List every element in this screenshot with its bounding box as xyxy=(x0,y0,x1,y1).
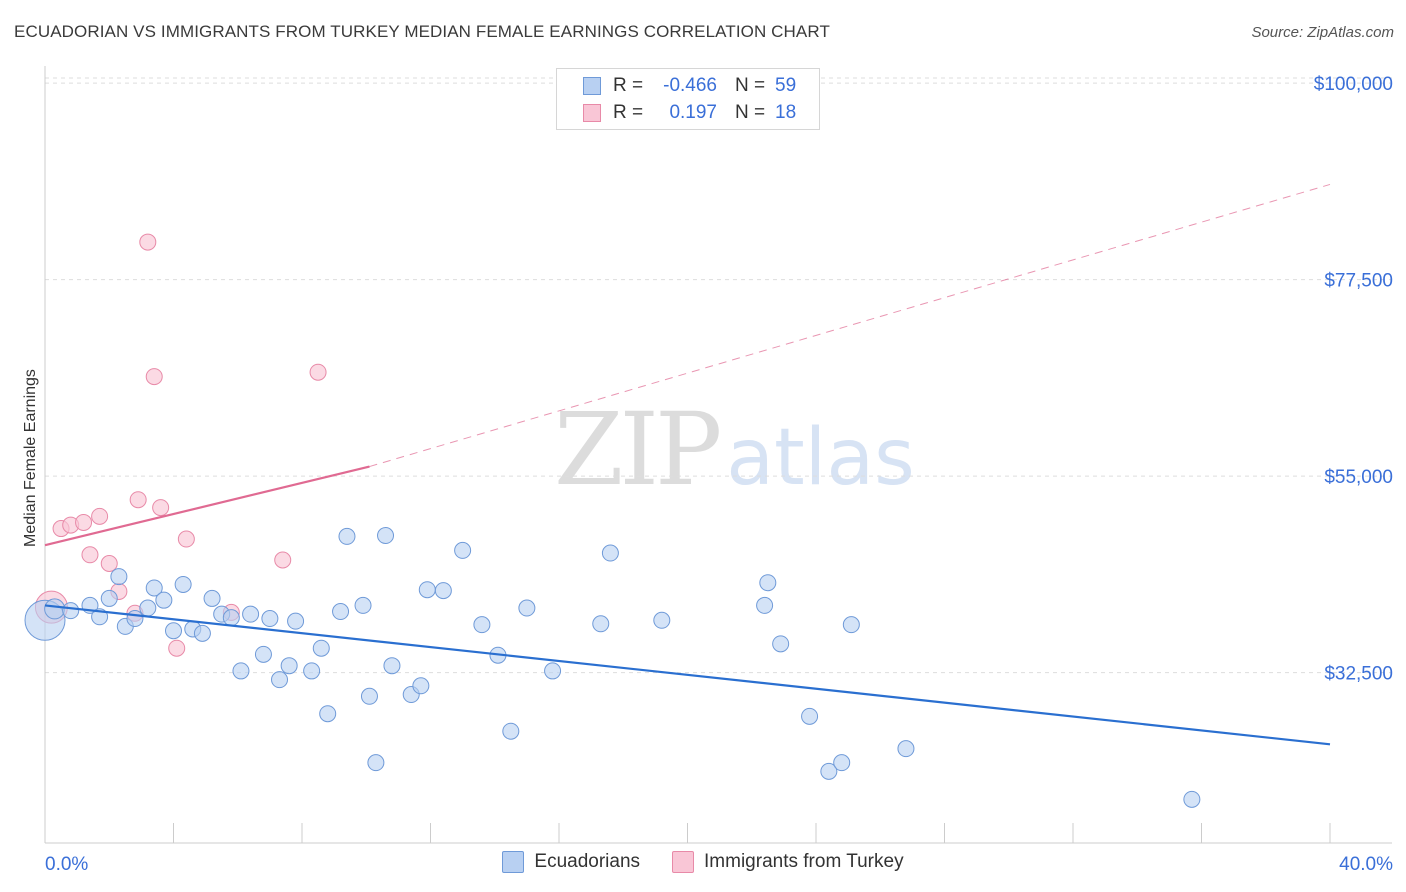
data-point-ecuadorian xyxy=(897,740,915,758)
data-point-ecuadorian xyxy=(592,615,610,633)
data-point-ecuadorian xyxy=(126,610,144,628)
legend-swatch-pink xyxy=(672,851,695,873)
x-tick-label-min: 0.0% xyxy=(45,854,88,875)
data-point-ecuadorian xyxy=(338,527,356,545)
y-tick-label: $77,500 xyxy=(1324,271,1393,292)
data-point-ecuadorian xyxy=(820,762,838,780)
legend-swatch-blue xyxy=(502,851,525,873)
legend-r-label: R = xyxy=(613,75,644,96)
data-point-ecuadorian xyxy=(44,598,66,620)
data-point-ecuadorian xyxy=(454,541,472,559)
data-point-ecuadorian xyxy=(222,609,240,627)
data-point-turkey xyxy=(129,491,147,509)
legend-r-label: R = xyxy=(613,102,644,123)
data-point-ecuadorian xyxy=(254,645,272,663)
data-point-ecuadorian xyxy=(833,754,851,772)
trendline-turkey xyxy=(44,465,370,547)
data-point-ecuadorian xyxy=(653,611,671,629)
legend-item-turkey: Immigrants from Turkey xyxy=(672,851,904,873)
data-point-ecuadorian xyxy=(367,754,385,772)
legend-row-turkey: R = 0.197 N = 18 xyxy=(583,100,796,126)
data-point-ecuadorian xyxy=(242,605,260,623)
legend-n-value: 18 xyxy=(775,102,797,123)
data-point-ecuadorian xyxy=(332,603,350,621)
series-legend: Ecuadorians Immigrants from Turkey xyxy=(0,851,1406,873)
data-point-ecuadorian xyxy=(772,635,790,653)
y-tick-label: $100,000 xyxy=(1314,74,1393,95)
data-point-ecuadorian xyxy=(62,602,80,620)
data-point-ecuadorian xyxy=(155,591,173,609)
data-point-turkey xyxy=(309,363,327,381)
data-point-ecuadorian xyxy=(165,622,182,640)
legend-r-value: 0.197 xyxy=(669,102,717,123)
data-point-ecuadorian xyxy=(100,589,118,607)
data-point-ecuadorian xyxy=(287,612,305,630)
legend-label-ecuadorians: Ecuadorians xyxy=(534,851,641,872)
data-point-ecuadorian xyxy=(434,582,452,600)
data-point-turkey xyxy=(274,551,292,569)
data-point-turkey xyxy=(100,554,118,572)
data-point-turkey xyxy=(75,513,93,531)
legend-n-label: N = xyxy=(735,75,766,96)
data-point-ecuadorian xyxy=(544,662,562,680)
data-point-ecuadorian xyxy=(110,568,128,586)
legend-label-turkey: Immigrants from Turkey xyxy=(704,851,904,872)
legend-item-ecuadorians: Ecuadorians xyxy=(502,851,640,873)
data-point-ecuadorian xyxy=(418,581,436,599)
watermark-zip: ZIP xyxy=(554,391,722,508)
data-point-ecuadorian xyxy=(759,574,777,592)
data-point-ecuadorian xyxy=(383,657,401,675)
data-point-ecuadorian xyxy=(354,596,372,614)
watermark-atlas: atlas xyxy=(726,413,915,503)
data-point-turkey xyxy=(152,499,170,517)
data-point-ecuadorian xyxy=(193,624,211,642)
source-label: Source: ZipAtlas.com xyxy=(1251,24,1394,41)
watermark: ZIP atlas xyxy=(554,400,915,500)
correlation-legend: R = -0.466 N = 59 R = 0.197 N = 18 xyxy=(556,68,820,130)
data-point-ecuadorian xyxy=(377,527,395,545)
data-point-turkey xyxy=(145,368,163,386)
chart-title: ECUADORIAN VS IMMIGRANTS FROM TURKEY MED… xyxy=(14,22,830,41)
data-point-ecuadorian xyxy=(174,575,192,593)
y-tick-label: $32,500 xyxy=(1324,664,1393,685)
legend-n-value: 59 xyxy=(775,75,797,96)
x-tick-label-max: 40.0% xyxy=(1339,854,1393,875)
data-point-ecuadorian xyxy=(1183,790,1201,808)
data-point-ecuadorian xyxy=(518,599,536,617)
data-point-turkey xyxy=(81,546,99,564)
data-point-ecuadorian xyxy=(280,657,298,675)
data-point-ecuadorian xyxy=(145,579,163,597)
data-point-ecuadorian xyxy=(319,705,337,723)
data-point-ecuadorian xyxy=(756,596,774,614)
legend-r-value: -0.466 xyxy=(663,75,717,96)
legend-n-label: N = xyxy=(735,102,766,123)
data-point-ecuadorian xyxy=(312,639,330,657)
data-point-turkey xyxy=(168,639,186,657)
data-point-ecuadorian xyxy=(601,544,619,562)
data-point-ecuadorian xyxy=(360,687,378,705)
data-point-ecuadorian xyxy=(271,671,289,689)
data-point-ecuadorian xyxy=(502,722,520,740)
legend-swatch-pink xyxy=(583,104,601,122)
trendline-turkey-extension xyxy=(369,183,1331,468)
data-point-ecuadorian xyxy=(261,610,279,628)
data-point-ecuadorian xyxy=(232,662,250,680)
data-point-turkey xyxy=(177,530,195,548)
data-point-ecuadorian xyxy=(473,616,491,634)
legend-row-ecuadorians: R = -0.466 N = 59 xyxy=(583,73,796,99)
data-point-turkey xyxy=(139,233,157,251)
data-point-ecuadorian xyxy=(412,677,430,695)
data-point-ecuadorian xyxy=(203,589,221,607)
legend-swatch-blue xyxy=(583,77,601,95)
data-point-turkey xyxy=(91,507,109,525)
data-point-ecuadorian xyxy=(303,662,321,680)
y-tick-label: $55,000 xyxy=(1324,467,1393,488)
data-point-ecuadorian xyxy=(801,707,819,725)
trendline-ecuadorians xyxy=(44,604,1331,746)
data-point-ecuadorian xyxy=(139,599,157,617)
data-point-ecuadorian xyxy=(842,616,860,634)
